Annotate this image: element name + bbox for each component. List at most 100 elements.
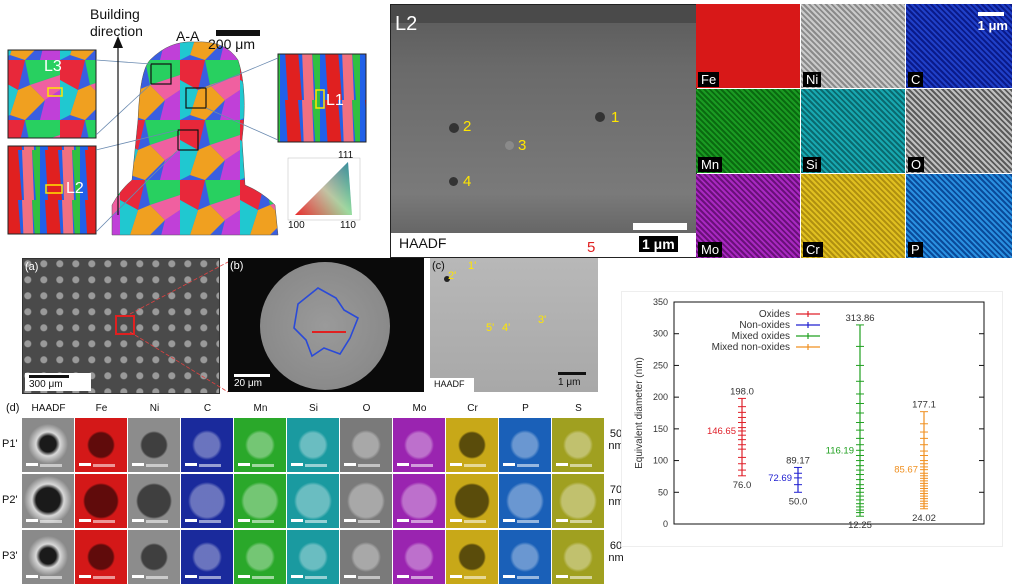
cell-caption	[199, 464, 221, 467]
panel-d-map-cell	[234, 530, 286, 584]
panel-d-label: (d)	[6, 402, 20, 414]
mean-label: 116.19	[826, 445, 854, 456]
panel-c-point-2: 2'	[448, 270, 457, 282]
eds-tile-fe: Fe	[696, 4, 800, 88]
region-l2-label: L2	[66, 180, 84, 197]
panel-d-map-cell	[552, 474, 604, 528]
min-label: 12.25	[848, 520, 872, 531]
cell-caption	[570, 576, 592, 579]
panel-d-map-cell	[234, 474, 286, 528]
panel-d-map-cell	[287, 418, 339, 472]
panel-d-col-si: Si	[309, 403, 318, 414]
panel-d-map-cell	[340, 530, 392, 584]
cell-scalebar	[450, 575, 462, 578]
panel-d-map-cell	[287, 530, 339, 584]
cell-scalebar	[79, 575, 91, 578]
panel-c-scalebar	[558, 372, 586, 375]
cell-caption	[358, 576, 380, 579]
legend-entry: Non-oxides	[739, 320, 790, 331]
particle-3	[505, 141, 514, 150]
cell-scalebar	[79, 463, 91, 466]
cell-caption	[517, 576, 539, 579]
panel-d-map-cell	[287, 474, 339, 528]
cell-caption	[40, 520, 62, 523]
panel-c-scalebar-label: 1 μm	[558, 377, 581, 388]
y-tick-label: 350	[653, 297, 668, 307]
cell-caption	[40, 464, 62, 467]
cell-caption	[517, 520, 539, 523]
cell-scalebar	[26, 575, 38, 578]
cell-caption	[464, 520, 486, 523]
ipf-100-label: 100	[288, 220, 305, 231]
cell-scalebar	[291, 463, 303, 466]
panel-d-map-cell	[340, 474, 392, 528]
panel-c-point-1: 1'	[468, 260, 477, 272]
panel-c-haadf: (c) 1' 2' 3' 4' 5' HAADF 1 μm	[430, 258, 598, 392]
cell-caption	[199, 576, 221, 579]
particle-2	[449, 123, 459, 133]
point-3-label: 3	[518, 137, 527, 154]
cell-caption	[93, 464, 115, 467]
panel-d-map-cell	[552, 418, 604, 472]
eds-tile-ni: Ni	[801, 4, 905, 88]
max-label: 177.1	[912, 400, 936, 411]
panel-d-map-cell	[22, 474, 74, 528]
panel-d-col-mo: Mo	[412, 403, 427, 414]
panel-b-overlay	[293, 287, 360, 358]
cell-scalebar	[450, 519, 462, 522]
min-label: 24.02	[912, 513, 936, 524]
panel-d-col-haadf: HAADF	[31, 403, 66, 414]
cell-scalebar	[450, 463, 462, 466]
point-2-label: 2	[463, 118, 472, 135]
cell-scalebar	[238, 575, 250, 578]
building-direction-label: Building direction	[90, 6, 143, 39]
panel-d-col-mn: Mn	[253, 403, 268, 414]
ipf-111-label: 111	[338, 150, 354, 161]
panel-d-col-p: P	[522, 403, 529, 414]
y-tick-label: 50	[658, 487, 668, 497]
eds-tile-p: P	[906, 174, 1012, 258]
panel-d-row-label: P1'	[2, 438, 18, 450]
inset-l3	[7, 49, 97, 139]
panel-b-label: (b)	[230, 260, 244, 272]
max-label: 313.86	[845, 313, 874, 324]
stem-mode-label: HAADF	[399, 235, 447, 251]
panel-d-map-cell	[340, 418, 392, 472]
panel-d-row-scale: 70 nm	[608, 484, 624, 508]
panel-d-map-cell	[128, 474, 180, 528]
panel-c-mode: HAADF	[434, 379, 465, 389]
cell-caption	[252, 576, 274, 579]
cell-scalebar	[344, 519, 356, 522]
ipf-110-label: 110	[340, 220, 356, 231]
legend-entry: Mixed non-oxides	[712, 342, 790, 353]
point-1-label: 1	[611, 109, 620, 126]
panel-d-map-cell	[128, 418, 180, 472]
region-l3-label: L3	[44, 58, 62, 75]
cell-scalebar	[344, 575, 356, 578]
cell-scalebar	[503, 463, 515, 466]
panel-d-map-cell	[75, 418, 127, 472]
panel-a-label: (a)	[25, 261, 39, 273]
ebsd-graphics	[7, 30, 367, 236]
panel-c-point-4: 4'	[502, 322, 511, 334]
cell-caption	[358, 464, 380, 467]
panel-d-map-cell	[234, 418, 286, 472]
cell-caption	[146, 576, 168, 579]
panel-b-scalebar	[234, 374, 270, 377]
panel-a-highlight	[115, 315, 135, 335]
cell-caption	[146, 464, 168, 467]
particle-1	[595, 112, 605, 122]
eds-scalebar-label: 1 μm	[977, 18, 1008, 33]
panel-d-map-cell	[446, 474, 498, 528]
y-tick-label: 300	[653, 329, 668, 339]
panel-a-sem: (a) 300 μm	[22, 258, 220, 394]
cell-scalebar	[132, 463, 144, 466]
cell-caption	[464, 576, 486, 579]
panel-d-map-cell	[75, 530, 127, 584]
cell-caption	[517, 464, 539, 467]
eds-tile-si: Si	[801, 89, 905, 173]
cell-scalebar	[132, 519, 144, 522]
ebsd-figure: Building direction A-A 200 μm L3 L1 L2 1…	[0, 0, 385, 255]
cell-caption	[464, 464, 486, 467]
